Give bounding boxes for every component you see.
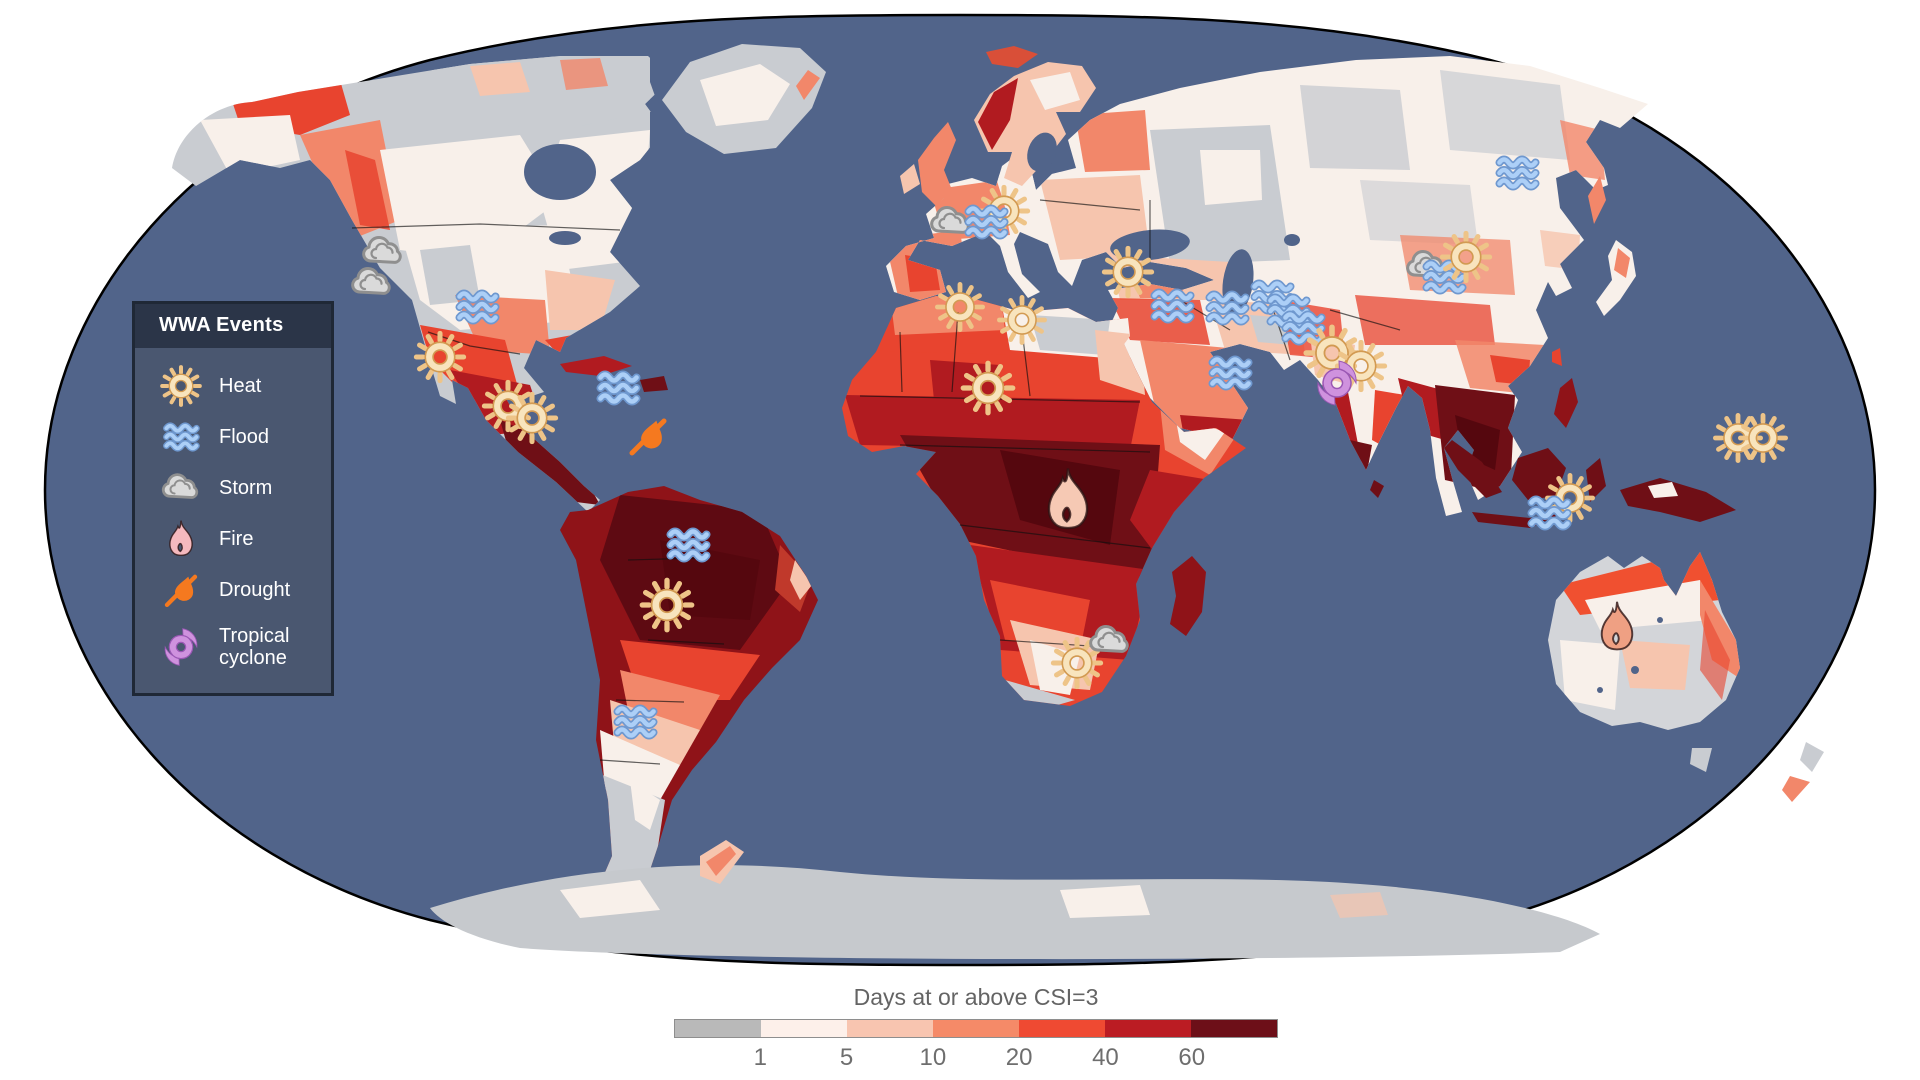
colorbar-segment-3 [933, 1020, 1019, 1037]
colorbar-segment-2 [847, 1020, 933, 1037]
flood-marker-icon [1500, 160, 1536, 187]
legend-item-storm: Storm [135, 462, 331, 513]
colorbar-segment-6 [1191, 1020, 1277, 1037]
madagascar [1170, 556, 1206, 636]
colorbar-segment-5 [1105, 1020, 1191, 1037]
flood-marker-icon [1286, 315, 1322, 342]
flood-marker-icon [1210, 295, 1246, 322]
colorbar-segment-1 [761, 1020, 847, 1037]
flood-marker-icon [618, 709, 654, 736]
australia [1548, 552, 1740, 730]
legend-title: WWA Events [135, 304, 331, 348]
tasmania [1690, 748, 1712, 772]
legend-item-label: Fire [219, 527, 254, 550]
iceland [986, 46, 1038, 68]
flood-marker-icon [460, 294, 496, 321]
legend-item-drought: Drought [135, 564, 331, 615]
legend-item-label: Flood [219, 425, 270, 448]
colorbar-tick-label: 10 [919, 1044, 947, 1071]
colorbar-tick-label: 20 [1005, 1044, 1033, 1071]
fire-icon [159, 517, 203, 561]
legend-item-tropical-cyclone: Tropical cyclone [135, 615, 331, 679]
legend-item-label: Storm [219, 476, 273, 499]
drought-icon [159, 568, 203, 612]
flood-marker-icon [1532, 500, 1568, 527]
sun-icon [159, 364, 203, 408]
legend-panel: WWA Events Heat Flood Storm Fire Drought… [133, 302, 333, 695]
colorbar-tick-label: 5 [839, 1044, 854, 1071]
colorbar-title: Days at or above CSI=3 [853, 984, 1099, 1010]
storm-cloud-icon [159, 466, 203, 510]
legend-item-label: Drought [219, 578, 291, 601]
caribbean [560, 356, 668, 392]
legend-item-flood: Flood [135, 411, 331, 462]
legend-item-fire: Fire [135, 513, 331, 564]
colorbar-segment-0 [675, 1020, 761, 1037]
flood-marker-icon [671, 532, 707, 559]
flood-marker-icon [969, 209, 1005, 236]
scandinavia [974, 62, 1096, 186]
colorbar-gradient [674, 1019, 1278, 1038]
flood-icon [159, 415, 203, 459]
country-borders [351, 199, 1401, 765]
tropical-cyclone-icon [159, 625, 203, 669]
flood-marker-icon [601, 375, 637, 402]
legend-item-heat: Heat [135, 360, 331, 411]
new-zealand [1782, 742, 1824, 802]
legend-item-label: Heat [219, 374, 262, 397]
colorbar-tick-label: 60 [1178, 1044, 1206, 1071]
flood-marker-icon [1213, 360, 1249, 387]
colorbar-ticks: 1 5 10 20 40 60 [674, 1038, 1278, 1072]
legend-items: Heat Flood Storm Fire Drought Tropical c… [135, 348, 331, 693]
east-asia-islands [1552, 176, 1636, 366]
colorbar-tick-label: 1 [753, 1044, 767, 1071]
colorbar-tick-label: 40 [1092, 1044, 1119, 1071]
colorbar-segment-4 [1019, 1020, 1105, 1037]
antarctica [430, 840, 1600, 960]
legend-item-label: Tropical cyclone [219, 625, 290, 669]
greenland [662, 44, 826, 154]
british-isles [900, 122, 956, 206]
colorbar: Days at or above CSI=3 1 5 10 20 40 60 [674, 984, 1278, 1072]
flood-marker-icon [1155, 293, 1191, 320]
